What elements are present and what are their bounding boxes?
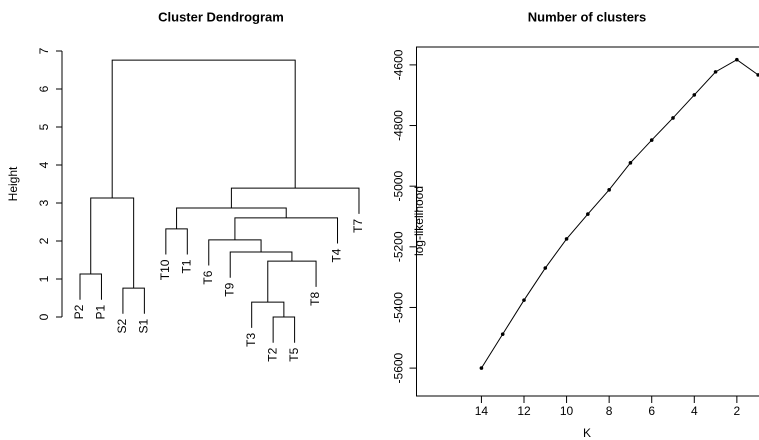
data-point (671, 116, 675, 120)
leaf-label: T4 (330, 248, 344, 262)
leaf-label: T6 (201, 270, 215, 284)
data-point (522, 298, 526, 302)
dendrogram-link (79, 273, 102, 300)
y-tick-label: 5 (37, 123, 51, 130)
leaf-label: T2 (265, 347, 279, 361)
data-point (500, 332, 505, 336)
leaf-label: S1 (137, 318, 151, 333)
leaf-label: P1 (94, 304, 108, 319)
data-point (586, 212, 590, 216)
plot-frame (416, 46, 759, 397)
x-tick-label: 4 (691, 404, 698, 418)
dendrogram-link (122, 287, 145, 314)
data-point (649, 138, 654, 142)
leaf-label: T5 (287, 347, 301, 361)
leaf-label: P2 (72, 304, 86, 319)
dendrogram-link (251, 301, 285, 328)
y-tick-label: 0 (37, 313, 51, 320)
leaf-label: T3 (244, 333, 258, 347)
x-tick-label: 8 (606, 404, 613, 418)
data-line (481, 59, 759, 369)
y-axis-label: log-likelihood (412, 186, 426, 256)
y-tick-label: -5600 (392, 352, 406, 383)
data-point (713, 70, 718, 74)
leaf-label: T10 (158, 259, 172, 280)
y-tick-label: -4800 (392, 110, 406, 141)
y-tick-label: 7 (37, 47, 51, 54)
leaf-label: S2 (115, 318, 129, 333)
y-tick-label: 2 (37, 237, 51, 244)
dendrogram-link (272, 316, 296, 343)
dendrogram-link (208, 239, 262, 266)
y-tick-label: -4600 (392, 49, 406, 80)
data-point (692, 93, 697, 97)
dendrogram-link (230, 187, 360, 214)
y-tick-label: 3 (37, 199, 51, 206)
chart-title: Number of clusters (528, 9, 646, 24)
data-point (543, 266, 548, 270)
data-point (756, 73, 759, 77)
leaf-label: T9 (222, 282, 236, 296)
data-point (479, 366, 484, 370)
dendrogram-link (165, 228, 188, 255)
y-tick-label: 6 (37, 85, 51, 92)
dendrogram-link (90, 197, 135, 289)
data-point (564, 237, 569, 241)
leaf-label: T8 (308, 292, 322, 306)
x-tick-label: 2 (734, 404, 741, 418)
y-tick-label: -5400 (392, 292, 406, 323)
dendrogram-link (111, 59, 296, 199)
dendrogram-link (229, 251, 293, 278)
y-tick-label: -5000 (392, 171, 406, 202)
y-tick-label: 4 (37, 161, 51, 168)
leaf-label: T7 (351, 219, 365, 233)
x-tick-label: 10 (560, 404, 574, 418)
x-tick-label: 6 (648, 404, 655, 418)
y-tick-label: 1 (37, 275, 51, 282)
x-tick-label: 14 (475, 404, 489, 418)
data-point (628, 161, 633, 165)
data-point (735, 57, 739, 62)
leaf-label: T1 (179, 259, 193, 273)
x-axis-label: K (583, 426, 591, 440)
dendrogram-link (176, 207, 287, 229)
x-tick-label: 12 (517, 404, 531, 418)
chart-title: Cluster Dendrogram (158, 9, 284, 24)
data-point (607, 188, 611, 192)
y-tick-label: -5200 (392, 231, 406, 262)
y-axis-label: Height (6, 166, 20, 201)
